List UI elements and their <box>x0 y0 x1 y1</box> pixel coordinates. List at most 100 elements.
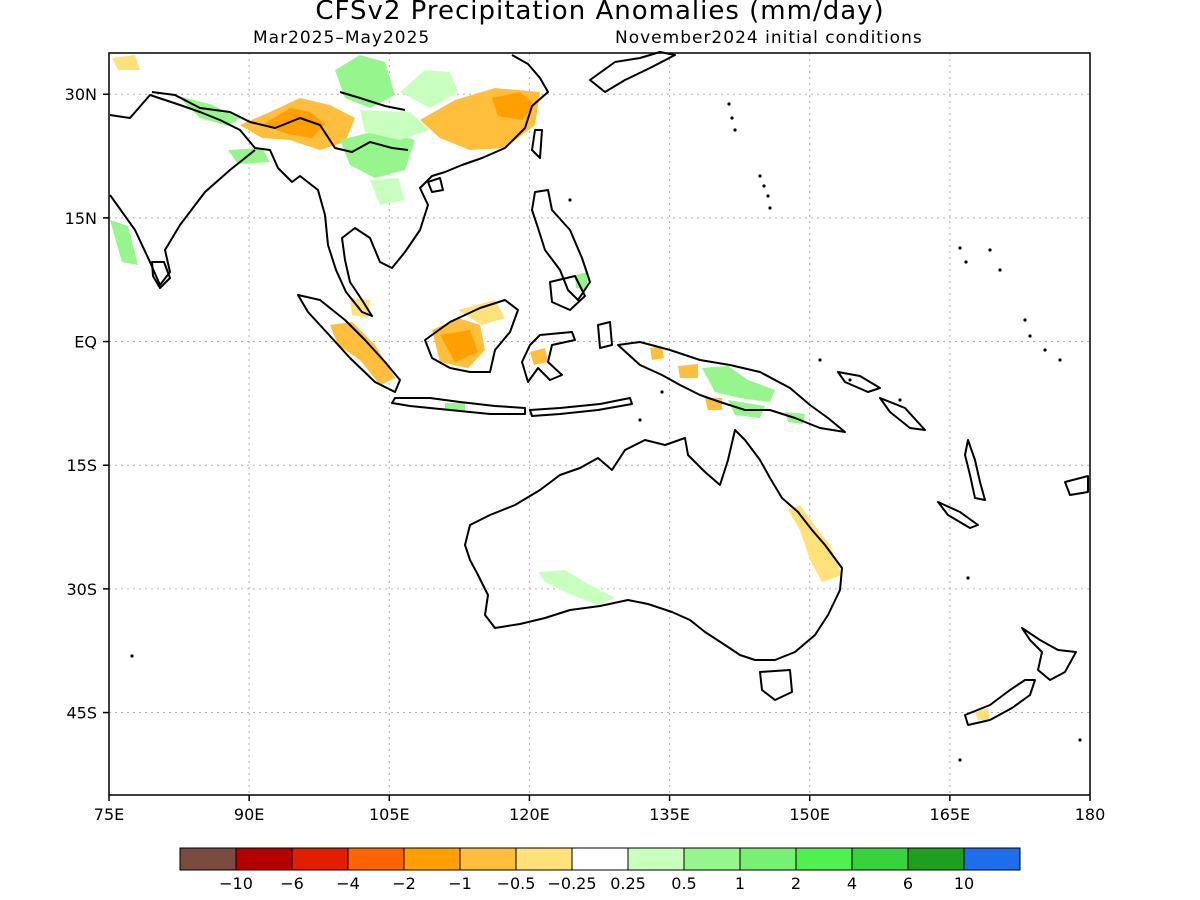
colorbar-label: −0.25 <box>547 874 596 893</box>
colorbar-swatch <box>851 847 909 871</box>
colorbar-label: 2 <box>791 874 801 893</box>
colorbar-swatch <box>739 847 797 871</box>
coast-india <box>109 149 256 286</box>
map-title: CFSv2 Precipitation Anomalies (mm/day) <box>315 0 885 26</box>
lon-label: 135E <box>649 805 690 824</box>
coast-vanuatu <box>964 439 986 501</box>
coast-fiji <box>1064 475 1089 496</box>
coast-asia-mainland <box>109 54 549 317</box>
anomaly-wet-java <box>445 403 465 410</box>
colorbar-swatch <box>795 847 853 871</box>
colorbar-swatch <box>347 847 405 871</box>
coast-new-guinea <box>617 341 846 433</box>
colorbar-label: 4 <box>847 874 857 893</box>
anomaly-wet-png <box>702 366 775 402</box>
anomaly-wet-yunnan <box>340 130 415 178</box>
colorbar-label: 6 <box>903 874 913 893</box>
lat-label: 30N <box>65 85 97 104</box>
lon-label: 165E <box>930 805 971 824</box>
lat-label: 15S <box>66 456 97 475</box>
lat-label: 15N <box>65 209 97 228</box>
anomaly-dry-borneo-core <box>440 330 478 362</box>
coast-japan <box>589 51 676 93</box>
colorbar-label: −10 <box>219 874 253 893</box>
coast-tasmania <box>759 669 793 701</box>
lon-label: 90E <box>234 805 264 824</box>
colorbar-label: 0.5 <box>671 874 696 893</box>
coast-new-caledonia <box>937 501 979 529</box>
colorbar-swatch <box>907 847 965 871</box>
coast-tibet-border <box>151 91 409 153</box>
coast-borneo <box>424 299 519 373</box>
lon-label: 150E <box>789 805 830 824</box>
colorbar-swatch <box>683 847 741 871</box>
colorbar-label: 1 <box>735 874 745 893</box>
colorbar-swatch <box>963 847 1021 871</box>
coast-solomons <box>879 397 926 431</box>
anomaly-dry-sumatra <box>330 322 395 385</box>
lon-label: 180 <box>1075 805 1106 824</box>
lat-label: 45S <box>66 704 97 723</box>
anomaly-dry-queensland <box>788 505 842 582</box>
coast-lesser-sunda <box>529 397 633 417</box>
coast-mindanao <box>549 275 586 311</box>
anomaly-wet-luzon <box>575 272 588 290</box>
anomaly-wet-tibet-east <box>360 110 430 140</box>
colorbar-swatch <box>403 847 461 871</box>
coast-taiwan <box>531 129 543 159</box>
lon-label: 120E <box>509 805 550 824</box>
anomaly-dry-nz <box>975 708 990 720</box>
coast-sulawesi <box>521 331 576 383</box>
colorbar-swatch <box>627 847 685 871</box>
anomaly-dry-papua-west <box>678 364 698 378</box>
colorbar-label: −6 <box>280 874 304 893</box>
anomaly-dry-halmahera <box>650 346 664 360</box>
longitude-labels: 75E 90E 105E 120E 135E 150E 165E 180 <box>94 795 1106 824</box>
grid-lines <box>109 53 1090 795</box>
initial-conditions-label: November2024 initial conditions <box>615 28 923 48</box>
coast-hainan <box>427 177 444 193</box>
coast-sumatra <box>297 294 401 393</box>
lat-label: 30S <box>66 580 97 599</box>
colorbar-swatch <box>459 847 517 871</box>
coast-halmahera <box>597 321 613 349</box>
anomaly-dry-east-china-core <box>492 92 535 120</box>
colorbar-swatch <box>235 847 293 871</box>
colorbar-swatch <box>515 847 573 871</box>
coast-new-britain <box>837 371 881 393</box>
coast-philippines <box>531 189 591 301</box>
coast-nz-south <box>964 679 1036 726</box>
anomaly-dry-himalaya-core <box>262 108 325 138</box>
island-dots <box>130 102 1082 762</box>
colorbar-label: −2 <box>392 874 416 893</box>
colorbar-swatch <box>291 847 349 871</box>
anomaly-wet-north-china <box>400 70 458 108</box>
coast-nz-north <box>1021 627 1077 681</box>
anomaly-wet-sw-australia <box>538 570 615 605</box>
colorbar-swatch <box>571 847 629 871</box>
coast-australia <box>464 429 843 661</box>
coastlines <box>109 51 1089 726</box>
anomaly-wet-india <box>110 220 138 265</box>
colorbar: −10 −6 −4 −2 −1 −0.5 −0.25 0.25 0.5 1 2 4 6 10 <box>179 847 1021 893</box>
anomaly-dry-borneo-north <box>458 300 505 325</box>
coast-sri-lanka <box>151 261 171 289</box>
colorbar-label: 10 <box>954 874 974 893</box>
colorbar-swatch <box>179 847 237 871</box>
anomaly-wet-thailand <box>370 178 405 205</box>
map-frame <box>108 52 1091 796</box>
coast-china-inner <box>339 91 406 111</box>
colorbar-label: −1 <box>448 874 472 893</box>
coast-java <box>391 397 526 415</box>
anomaly-dry-nw <box>112 55 140 70</box>
lon-label: 75E <box>94 805 124 824</box>
anomaly-shading <box>110 55 990 720</box>
latitude-labels: 30N 15N EQ 15S 30S 45S <box>65 85 109 723</box>
colorbar-label: 0.25 <box>610 874 646 893</box>
anomaly-dry-sulawesi <box>530 348 548 365</box>
lon-label: 105E <box>369 805 410 824</box>
colorbar-label: −4 <box>336 874 360 893</box>
colorbar-label: −0.5 <box>497 874 536 893</box>
season-label: Mar2025–May2025 <box>253 28 431 48</box>
